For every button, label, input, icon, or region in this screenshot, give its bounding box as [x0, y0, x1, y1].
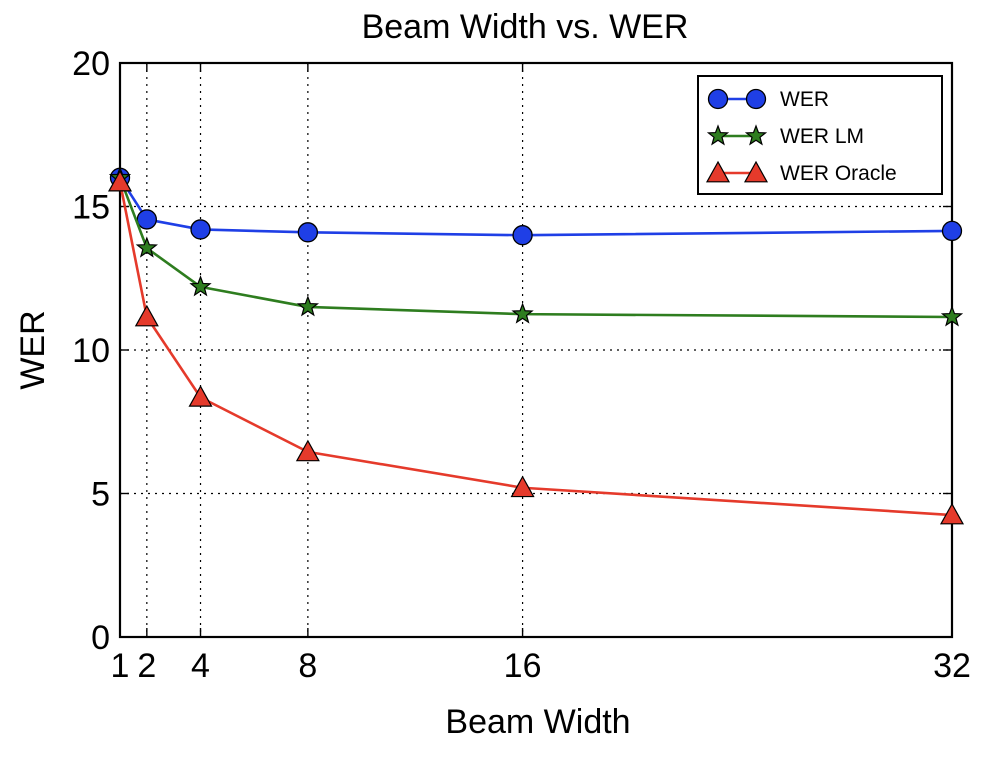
- legend-marker-wer-oracle: [705, 160, 731, 183]
- data-point-wer-oracle: [510, 475, 535, 498]
- series-layer: [107, 166, 965, 525]
- x-tick-label: 1: [111, 647, 130, 685]
- x-tick-label: 16: [504, 647, 542, 685]
- series-wer-lm: [108, 166, 964, 327]
- data-point-wer-oracle: [107, 169, 133, 192]
- series-line-wer-oracle: [118, 181, 953, 517]
- x-tick-label: 4: [191, 647, 210, 685]
- data-point-wer: [941, 220, 963, 242]
- data-point-wer-oracle: [188, 385, 213, 407]
- data-point-wer-lm: [135, 236, 158, 258]
- legend-marker-wer: [707, 88, 729, 110]
- series-line-wer-lm: [118, 177, 953, 319]
- data-point-wer-oracle: [939, 502, 965, 525]
- legend-marker-wer: [745, 88, 767, 110]
- data-point-wer: [512, 225, 533, 246]
- series-wer: [109, 167, 963, 246]
- y-tick-label: 5: [91, 476, 110, 514]
- data-point-wer: [136, 209, 157, 230]
- axes: 1 2 4 8 16 32 0 5 10 15 20: [72, 45, 971, 685]
- data-point-wer-oracle: [295, 439, 320, 462]
- data-point-wer: [297, 222, 319, 243]
- legend-marker-wer-oracle: [743, 160, 769, 183]
- legend-marker-wer-lm: [706, 124, 730, 146]
- data-point-wer-lm: [189, 275, 212, 297]
- legend-label-wer: WER: [780, 88, 829, 111]
- x-tick-label: 2: [137, 647, 156, 685]
- chart-title: Beam Width vs. WER: [362, 8, 689, 46]
- data-point-wer-lm: [940, 305, 964, 327]
- x-axis-label: Beam Width: [445, 703, 630, 741]
- data-point-wer-lm: [511, 302, 534, 324]
- y-tick-label: 10: [72, 332, 110, 370]
- series-wer-oracle: [107, 169, 965, 525]
- x-tick-label: 32: [933, 647, 971, 685]
- y-tick-label: 0: [91, 619, 110, 657]
- legend-label-wer-lm: WER LM: [780, 125, 864, 148]
- data-point-wer-lm: [296, 295, 320, 317]
- data-point-wer-oracle: [134, 304, 159, 327]
- y-tick-label: 20: [72, 45, 110, 83]
- legend-marker-wer-lm: [744, 124, 768, 146]
- data-point-wer: [190, 219, 211, 240]
- legend-label-wer-oracle: WER Oracle: [780, 162, 897, 185]
- grid: [120, 63, 952, 637]
- y-axis-label: WER: [14, 310, 52, 389]
- legend: WER WER LM WER Oracle: [697, 75, 943, 195]
- x-tick-label: 8: [298, 647, 317, 685]
- y-tick-label: 15: [72, 189, 110, 227]
